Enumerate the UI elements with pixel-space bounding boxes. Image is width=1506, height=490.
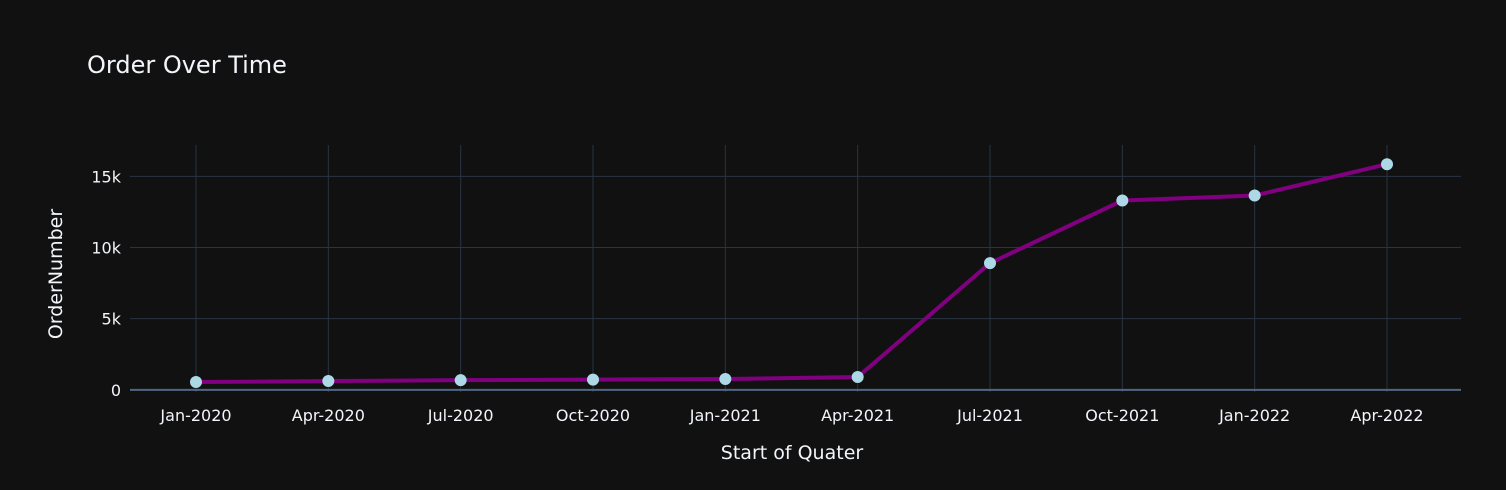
data-point[interactable] xyxy=(984,257,996,270)
x-tick-label: Jan-2022 xyxy=(1218,406,1290,425)
data-point[interactable] xyxy=(1248,189,1261,202)
data-point[interactable] xyxy=(587,373,599,386)
y-tick-labels: 0 5k 10k 15k xyxy=(91,167,121,400)
data-point[interactable] xyxy=(454,374,467,387)
series-line xyxy=(194,162,1389,385)
grid xyxy=(130,145,1461,392)
y-axis-title: OrderNumber xyxy=(45,209,67,340)
x-tick-label: Apr-2020 xyxy=(292,406,365,425)
data-point[interactable] xyxy=(719,373,732,386)
x-tick-label: Jan-2020 xyxy=(159,406,231,425)
data-point[interactable] xyxy=(190,376,202,389)
y-tick-label: 0 xyxy=(111,381,121,400)
x-tick-label: Jul-2020 xyxy=(427,406,494,425)
data-point[interactable] xyxy=(322,375,335,388)
y-tick-label: 15k xyxy=(91,167,121,186)
chart-title: Order Over Time xyxy=(87,51,287,79)
x-tick-labels: Jan-2020 Apr-2020 Jul-2020 Oct-2020 Jan-2021… xyxy=(159,406,1423,425)
x-tick-label: Apr-2022 xyxy=(1350,406,1423,425)
x-tick-label: Oct-2020 xyxy=(556,406,630,425)
x-tick-label: Jan-2021 xyxy=(689,406,761,425)
data-point[interactable] xyxy=(1381,158,1393,171)
data-point[interactable] xyxy=(1116,194,1129,207)
series-layer xyxy=(190,158,1393,389)
x-tick-label: Jul-2021 xyxy=(956,406,1023,425)
data-point[interactable] xyxy=(851,371,864,384)
x-tick-label: Oct-2021 xyxy=(1085,406,1159,425)
y-tick-label: 5k xyxy=(102,310,122,329)
x-axis-title: Start of Quater xyxy=(721,442,864,464)
x-tick-label: Apr-2021 xyxy=(821,406,894,425)
y-tick-label: 10k xyxy=(91,239,121,258)
